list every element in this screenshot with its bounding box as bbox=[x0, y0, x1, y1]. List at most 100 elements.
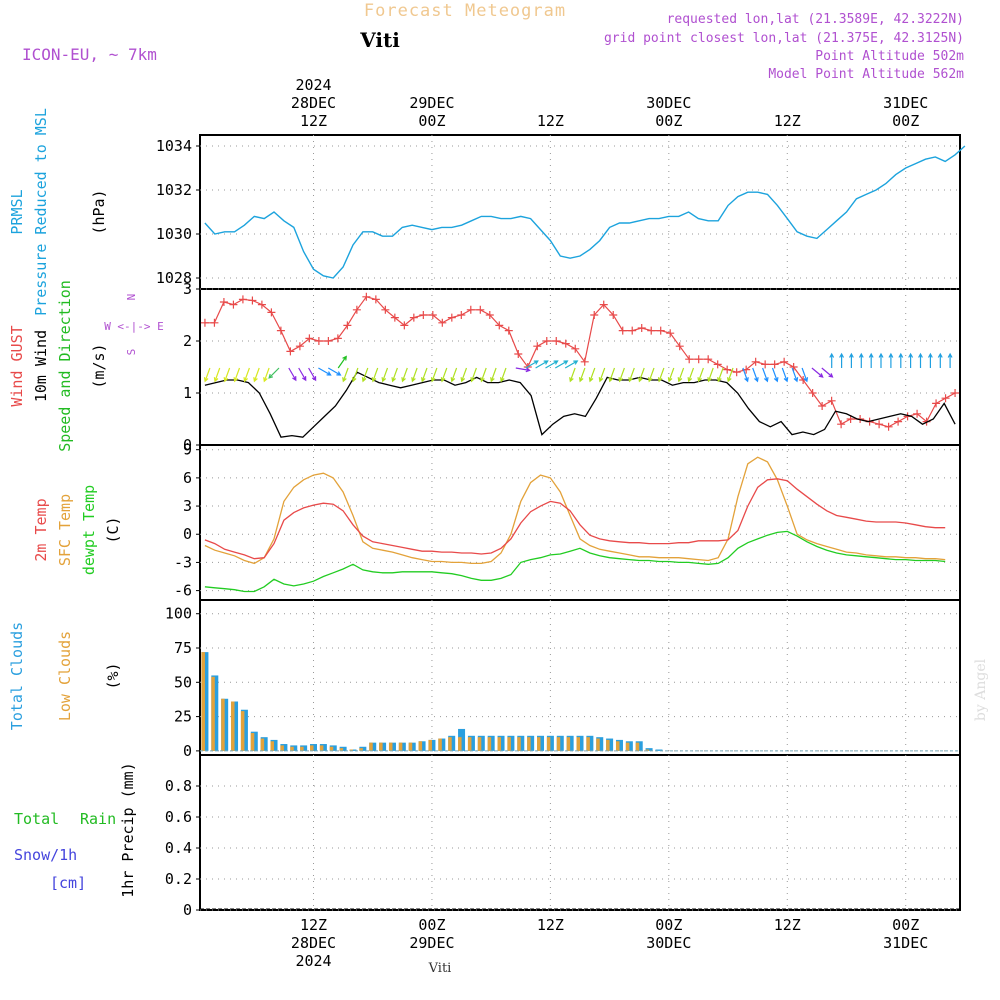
ylabel-sfc-temp: SFC Temp bbox=[56, 494, 74, 566]
time-label-bottom: 28DEC bbox=[291, 934, 336, 952]
wind-direction-arrow bbox=[908, 352, 914, 368]
wind-direction-arrow bbox=[628, 367, 635, 383]
wind-direction-arrow bbox=[342, 367, 349, 383]
wind-direction-arrow bbox=[638, 367, 645, 383]
low-cloud-bar bbox=[290, 746, 294, 751]
gust-marker bbox=[780, 357, 789, 366]
y-tick-label: 0.2 bbox=[165, 870, 192, 888]
gust-marker bbox=[932, 399, 941, 408]
point-altitude: Point Altitude 502m bbox=[815, 49, 964, 64]
gust-marker bbox=[248, 296, 257, 305]
ylabel-unit-percent: (%) bbox=[104, 662, 122, 689]
time-label-bottom: 30DEC bbox=[646, 934, 691, 952]
y-tick-label: 0.6 bbox=[165, 808, 192, 826]
gust-marker bbox=[951, 389, 960, 397]
time-label-top: 00Z bbox=[418, 112, 445, 130]
gust-marker bbox=[770, 360, 779, 369]
wind-direction-arrow bbox=[490, 367, 497, 383]
wind-direction-arrow bbox=[327, 367, 342, 376]
low-cloud-bar bbox=[517, 737, 521, 751]
gust-marker bbox=[428, 311, 437, 319]
wind-direction-arrow bbox=[308, 367, 317, 382]
low-cloud-bar bbox=[458, 737, 462, 751]
wind-direction-arrow bbox=[213, 367, 221, 383]
time-label-bottom: 31DEC bbox=[883, 934, 928, 952]
gust-marker bbox=[571, 344, 580, 353]
wind-direction-arrow bbox=[727, 367, 734, 383]
wind-direction-arrow bbox=[781, 367, 789, 383]
gust-marker bbox=[504, 326, 513, 335]
time-label-top: 12Z bbox=[300, 112, 327, 130]
low-cloud-bar bbox=[586, 737, 590, 751]
wind-direction-arrow bbox=[480, 367, 487, 383]
gust-marker bbox=[314, 337, 323, 345]
gust-marker bbox=[542, 337, 551, 345]
grid-point-coords: grid point closest lon,lat (21.375E, 42.… bbox=[604, 31, 964, 46]
low-cloud-bar bbox=[379, 742, 383, 751]
y-tick-label: 1032 bbox=[156, 181, 192, 199]
y-tick-label: 1 bbox=[183, 384, 192, 402]
low-cloud-bar bbox=[280, 745, 284, 751]
wind-direction-arrow bbox=[569, 367, 576, 383]
gust-marker bbox=[723, 365, 732, 374]
low-cloud-bar bbox=[576, 737, 580, 751]
wind-direction-arrow bbox=[554, 360, 569, 369]
low-cloud-bar bbox=[231, 701, 235, 751]
gust-marker bbox=[913, 409, 922, 418]
ylabel-total-clouds: Total Clouds bbox=[8, 622, 26, 730]
y-tick-label: 0.8 bbox=[165, 777, 192, 795]
low-cloud-bar bbox=[250, 733, 255, 751]
time-label-top: 00Z bbox=[892, 112, 919, 130]
gust-marker bbox=[229, 300, 238, 309]
gust-marker bbox=[827, 396, 836, 405]
low-cloud-bar bbox=[408, 742, 413, 751]
gust-marker bbox=[409, 313, 418, 322]
wind-direction-arrow bbox=[801, 367, 809, 383]
dewpt-line bbox=[204, 530, 946, 593]
gust-marker bbox=[495, 321, 504, 330]
gust-marker bbox=[789, 363, 798, 371]
wind-direction-arrow bbox=[697, 367, 704, 383]
gust-marker bbox=[219, 298, 228, 306]
low-cloud-bar bbox=[428, 739, 432, 751]
gust-marker bbox=[751, 357, 760, 366]
model-label: ICON-EU, ~ 7km bbox=[22, 45, 157, 64]
low-cloud-bar bbox=[270, 741, 275, 751]
gust-marker bbox=[618, 326, 627, 335]
gust-marker bbox=[599, 300, 608, 309]
wind-direction-arrow bbox=[361, 367, 369, 383]
ylabel-precip: 1hr Precip (mm) bbox=[119, 762, 137, 897]
low-cloud-bar bbox=[497, 737, 502, 751]
wind-direction-arrow bbox=[848, 352, 854, 368]
y-tick-label: 3 bbox=[183, 280, 192, 298]
gust-marker bbox=[200, 318, 209, 327]
wind-direction-arrow bbox=[927, 352, 933, 368]
time-label-top: 2024 bbox=[295, 76, 331, 94]
low-cloud-bar bbox=[418, 741, 423, 751]
time-label-bottom: 12Z bbox=[537, 916, 564, 934]
low-cloud-bar bbox=[310, 745, 314, 751]
gust-marker bbox=[419, 311, 428, 319]
y-tick-label: 2 bbox=[183, 332, 192, 350]
wind-direction-arrow bbox=[839, 352, 845, 368]
pressure-line bbox=[204, 145, 966, 279]
y-tick-label: 0 bbox=[183, 742, 192, 760]
low-cloud-bar bbox=[606, 739, 610, 751]
main-title: Forecast Meteogram bbox=[364, 1, 566, 21]
time-label-bottom: 29DEC bbox=[409, 934, 454, 952]
legend-total: Total bbox=[14, 810, 59, 828]
y-tick-label: 0 bbox=[183, 901, 192, 919]
gust-marker bbox=[286, 347, 295, 356]
gust-marker bbox=[514, 350, 523, 358]
gust-marker bbox=[267, 308, 276, 317]
y-tick-label: -6 bbox=[174, 582, 192, 600]
low-cloud-bar bbox=[507, 737, 511, 751]
wind-direction-arrow bbox=[411, 367, 418, 383]
wind-direction-arrow bbox=[253, 367, 260, 383]
wind-direction-arrow bbox=[791, 367, 799, 383]
gust-marker bbox=[457, 311, 466, 319]
low-cloud-bar bbox=[349, 749, 353, 751]
low-cloud-bar bbox=[596, 738, 600, 751]
ylabel-unit-ms: (m/s) bbox=[90, 343, 108, 388]
